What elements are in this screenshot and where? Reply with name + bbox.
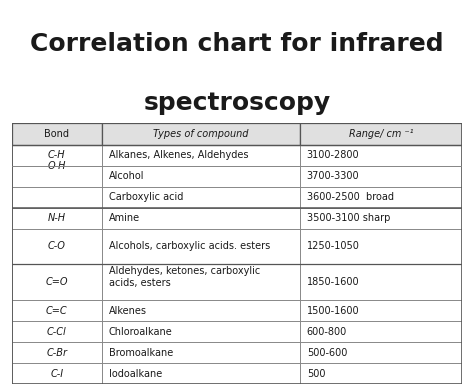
Bar [102,264,300,300]
Bar [102,363,300,384]
Bar [300,208,462,229]
Bar [12,363,102,384]
Bar [12,208,102,229]
Bar [12,264,102,300]
Bar [300,145,462,165]
Text: 500-600: 500-600 [307,348,347,358]
Text: C-O: C-O [48,241,66,251]
Bar [300,342,462,363]
Text: C=C: C=C [46,306,68,316]
Bar [102,229,300,264]
Text: Alcohols, carboxylic acids. esters: Alcohols, carboxylic acids. esters [109,241,270,251]
Bar [300,187,462,208]
Text: 1850-1600: 1850-1600 [307,277,359,287]
Bar [300,300,462,321]
Bar [12,123,102,145]
Text: N-H: N-H [48,213,66,223]
Text: Iodoalkane: Iodoalkane [109,368,162,379]
Bar [12,300,102,321]
Text: C-Cl: C-Cl [47,327,67,337]
Text: C-H: C-H [48,150,66,160]
Text: C-I: C-I [50,368,64,379]
Bar [12,342,102,363]
Bar [102,300,300,321]
Text: Correlation chart for infrared: Correlation chart for infrared [30,32,444,56]
Text: 1250-1050: 1250-1050 [307,241,360,251]
Text: O-H: O-H [47,161,66,171]
Text: 3500-3100 sharp: 3500-3100 sharp [307,213,390,223]
Bar [300,321,462,342]
Bar [102,342,300,363]
Text: Range/ cm ⁻¹: Range/ cm ⁻¹ [349,129,413,139]
Bar [102,123,300,145]
Bar [300,264,462,300]
Text: 3600-2500  broad: 3600-2500 broad [307,192,394,202]
Text: 500: 500 [307,368,325,379]
Bar [12,165,102,187]
Text: Chloroalkane: Chloroalkane [109,327,173,337]
Text: Bond: Bond [45,129,69,139]
Bar [12,187,102,208]
Text: Carboxylic acid: Carboxylic acid [109,192,183,202]
Text: Types of compound: Types of compound [153,129,249,139]
Bar [102,208,300,229]
Bar [300,165,462,187]
Text: 600-800: 600-800 [307,327,347,337]
Text: Alkanes, Alkenes, Aldehydes: Alkanes, Alkenes, Aldehydes [109,150,248,160]
Bar [102,187,300,208]
Text: Amine: Amine [109,213,140,223]
Text: Aldehydes, ketones, carboxylic
acids, esters: Aldehydes, ketones, carboxylic acids, es… [109,266,260,288]
Text: 3100-2800: 3100-2800 [307,150,359,160]
Bar [102,321,300,342]
Text: spectroscopy: spectroscopy [144,91,330,115]
Bar [12,321,102,342]
Bar [102,145,300,165]
Text: Alcohol: Alcohol [109,171,144,181]
Text: C=O: C=O [46,277,68,287]
Bar [300,363,462,384]
Bar [300,123,462,145]
Text: 1500-1600: 1500-1600 [307,306,359,316]
Bar [300,229,462,264]
Bar [12,229,102,264]
Text: C-Br: C-Br [46,348,67,358]
Text: 3700-3300: 3700-3300 [307,171,359,181]
Bar [12,145,102,165]
Bar [102,165,300,187]
Text: Alkenes: Alkenes [109,306,146,316]
Text: Bromoalkane: Bromoalkane [109,348,173,358]
